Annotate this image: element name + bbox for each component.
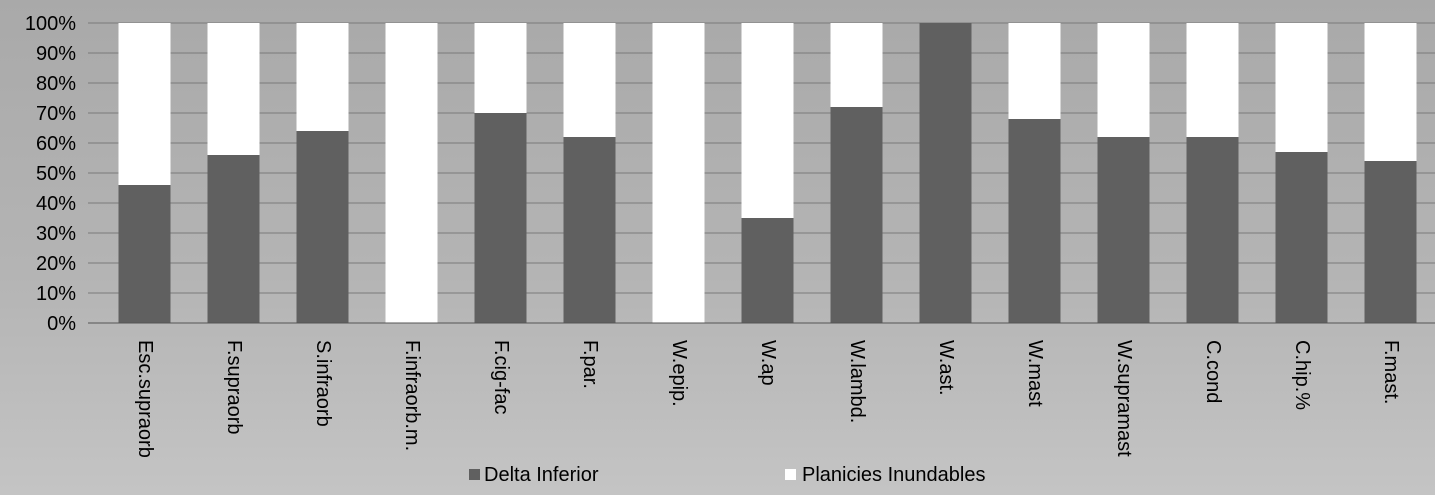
- x-tick-label: C.cond: [1202, 340, 1224, 403]
- bar-planicies-inundables: [118, 23, 171, 185]
- y-tick-label: 100%: [25, 13, 76, 35]
- bar-planicies-inundables: [830, 23, 883, 107]
- bar-delta-inferior: [1008, 119, 1061, 323]
- bar-delta-inferior: [474, 113, 527, 323]
- y-tick-label: 20%: [36, 253, 76, 275]
- bar-planicies-inundables: [296, 23, 349, 131]
- x-tick-label: F.infraorb.m.: [401, 340, 423, 451]
- x-tick-label: W.supramast: [1113, 340, 1135, 457]
- legend-label-delta-inferior: Delta Inferior: [484, 464, 599, 486]
- bar-planicies-inundables: [1364, 23, 1417, 161]
- x-axis-tick-labels: Esc.supraorb F.supraorb S.infraorb F.infrao…: [134, 340, 1402, 458]
- y-tick-label: 60%: [36, 133, 76, 155]
- bar-delta-inferior: [1364, 161, 1417, 323]
- x-tick-label: S.infraorb: [312, 340, 334, 427]
- x-tick-label: F.supraorb: [223, 340, 245, 435]
- bar-planicies-inundables: [385, 23, 438, 323]
- bar-delta-inferior: [1275, 152, 1328, 323]
- y-axis-tick-labels: 0% 10% 20% 30% 40% 50% 60% 70% 80% 90% 100%: [25, 13, 76, 335]
- y-tick-label: 80%: [36, 73, 76, 95]
- bar-planicies-inundables: [563, 23, 616, 137]
- x-tick-label: Esc.supraorb: [134, 340, 156, 458]
- y-tick-label: 40%: [36, 193, 76, 215]
- bar-planicies-inundables: [1008, 23, 1061, 119]
- bar-delta-inferior: [563, 137, 616, 323]
- legend: Delta Inferior Planicies Inundables: [469, 464, 985, 486]
- x-tick-label: W.lambd.: [846, 340, 868, 423]
- bar-delta-inferior: [296, 131, 349, 323]
- y-tick-label: 0%: [47, 313, 76, 335]
- bar-planicies-inundables: [1275, 23, 1328, 152]
- bar-delta-inferior: [1186, 137, 1239, 323]
- x-tick-label: W.mast: [1024, 340, 1046, 407]
- bar-planicies-inundables: [1186, 23, 1239, 137]
- bar-planicies-inundables: [741, 23, 794, 218]
- bar-delta-inferior: [741, 218, 794, 323]
- bar-delta-inferior: [1097, 137, 1150, 323]
- x-tick-label: F.mast.: [1380, 340, 1402, 404]
- x-tick-label: W.ast.: [935, 340, 957, 396]
- bar-planicies-inundables: [474, 23, 527, 113]
- legend-swatch-planicies-inundables: [785, 469, 796, 480]
- bar-delta-inferior: [118, 185, 171, 323]
- x-tick-label: W.ap: [757, 340, 779, 386]
- y-tick-label: 10%: [36, 283, 76, 305]
- legend-swatch-delta-inferior: [469, 469, 480, 480]
- bar-delta-inferior: [919, 23, 972, 323]
- bar-planicies-inundables: [1097, 23, 1150, 137]
- x-tick-label: W.epip.: [668, 340, 690, 407]
- bars: [118, 23, 1417, 323]
- y-tick-label: 70%: [36, 103, 76, 125]
- bar-delta-inferior: [830, 107, 883, 323]
- x-tick-label: F.cig-fac: [490, 340, 512, 414]
- legend-label-planicies-inundables: Planicies Inundables: [802, 464, 985, 486]
- bar-delta-inferior: [207, 155, 260, 323]
- y-tick-label: 30%: [36, 223, 76, 245]
- y-tick-label: 90%: [36, 43, 76, 65]
- bar-planicies-inundables: [207, 23, 260, 155]
- bar-planicies-inundables: [652, 23, 705, 323]
- x-tick-label: F.par.: [579, 340, 601, 389]
- y-tick-label: 50%: [36, 163, 76, 185]
- x-tick-label: C.hip.%: [1291, 340, 1313, 410]
